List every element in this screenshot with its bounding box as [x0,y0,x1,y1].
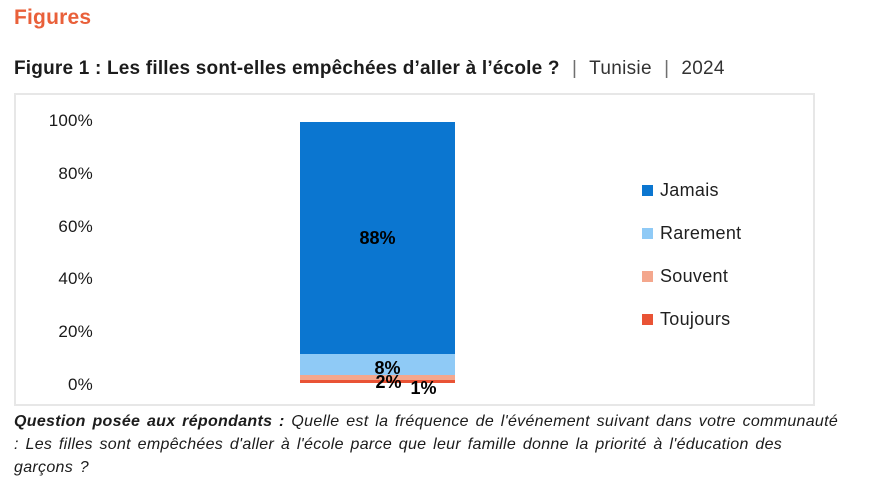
separator-pipe: | [571,58,577,79]
stacked-bar: 1% 2% 8% 88% [300,119,455,398]
y-tick-label: 0% [68,375,93,394]
legend-swatch-icon [642,184,653,196]
bar-segment-toujours [300,380,455,383]
legend-item-souvent: Souvent [642,265,728,287]
bar-segment-souvent [300,375,455,381]
bar-segment-label-jamais: 88% [359,227,396,248]
figure-caption: Figure 1 : Les filles sont-elles empêché… [14,58,859,80]
bar-segment-label-rarement: 8% [374,357,401,378]
separator-pipe: | [664,58,670,79]
bar-segment-label-toujours: 1% [410,377,437,398]
figure-caption-year: 2024 [681,58,725,79]
y-tick-label: 100% [48,111,93,130]
legend-label: Toujours [660,308,731,329]
legend-swatch-icon [642,227,653,239]
y-tick-label: 20% [58,322,93,342]
footnote: Question posée aux répondants : Quelle e… [14,410,842,479]
legend-item-jamais: Jamais [642,179,719,201]
legend-item-toujours: Toujours [642,308,730,330]
page-title: Figures [14,6,92,29]
chart-panel: 0% 20% 40% 60% 80% 100% 1% 2% 8% 88% Jamais Rarem… [14,93,815,406]
y-tick-label: 80% [58,163,93,183]
bar-segment-label-souvent: 2% [375,371,402,392]
legend-swatch-icon [642,270,653,282]
legend-swatch-icon [642,313,653,325]
legend-label: Souvent [660,265,729,286]
bar-segment-rarement [300,353,455,376]
footnote-body: Quelle est la fréquence de l'événement s… [14,413,839,476]
legend-item-rarement: Rarement [642,222,741,244]
figure-caption-country: Tunisie [589,58,652,79]
y-tick-label: 40% [58,269,93,289]
figure-caption-main: Figure 1 : Les filles sont-elles empêché… [14,58,560,79]
footnote-lead: Question posée aux répondants : [14,413,285,430]
y-tick-label: 60% [58,216,93,236]
legend-label: Jamais [660,179,719,200]
bar-segment-jamais [300,121,455,354]
legend-label: Rarement [660,222,742,243]
